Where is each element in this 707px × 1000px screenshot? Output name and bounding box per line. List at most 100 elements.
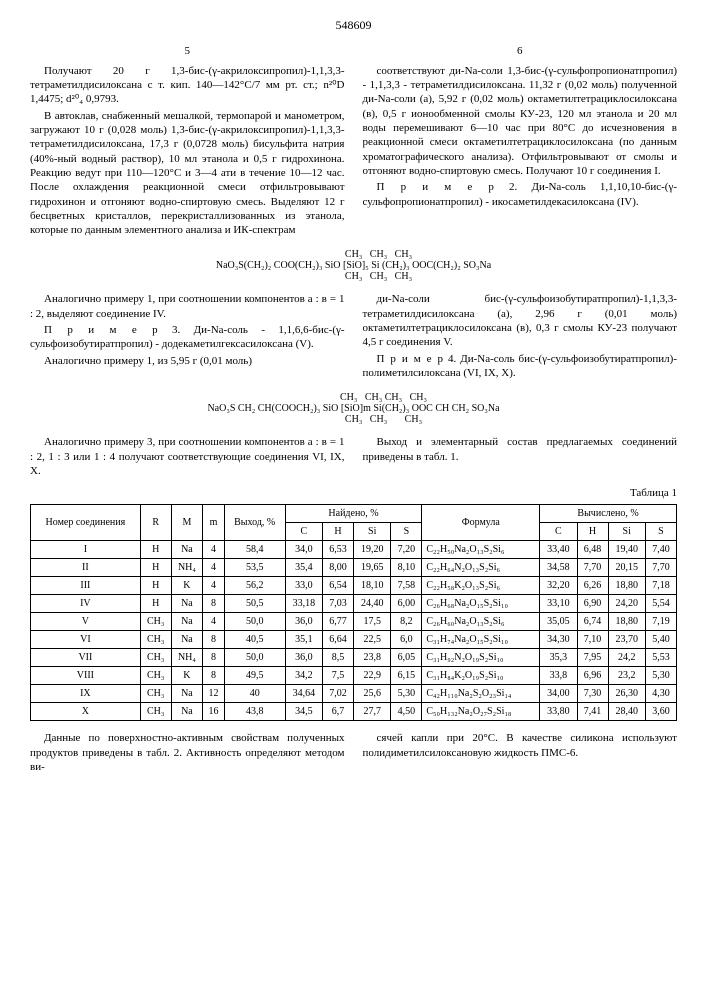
para-ml1: Аналогично примеру 1, при соотношении ко… (30, 292, 345, 321)
table-cell: 58,4 (224, 541, 285, 559)
table-row: VICH₃Na840,535,16,6422,56,0C₃₁H₇₄Na₂O₁₅S… (31, 631, 677, 649)
table-cell: 28,40 (608, 703, 645, 721)
table-cell: 5,30 (391, 685, 422, 703)
table-cell: 6,15 (391, 667, 422, 685)
table-cell: CH₃ (140, 613, 171, 631)
example4-label: П р и м е р (377, 353, 445, 365)
table-cell: 7,20 (391, 541, 422, 559)
table-cell: 6,53 (323, 541, 354, 559)
table-cell: H (140, 559, 171, 577)
table-cell: H (140, 577, 171, 595)
table-cell: 18,10 (354, 577, 391, 595)
para-bl: Данные по поверхностно-активным свойства… (30, 731, 345, 774)
th-si1: Si (354, 523, 391, 541)
table-cell: IX (31, 685, 141, 703)
table-cell: 7,5 (323, 667, 354, 685)
table-cell: CH₃ (140, 703, 171, 721)
bottom-columns: Данные по поверхностно-активным свойства… (30, 731, 677, 776)
table-row: IXCH₃Na124034,647,0225,65,30C₄₂H₁₁₀Na₂S₂… (31, 685, 677, 703)
table-cell: 36,0 (285, 613, 322, 631)
th-formula: Формула (422, 505, 540, 541)
table-cell: 7,95 (577, 649, 608, 667)
para-mr2: П р и м е р 4. Ди-Na-соль бис-(γ-сульфои… (363, 352, 678, 381)
table-cell: 7,30 (577, 685, 608, 703)
table-cell: 6,7 (323, 703, 354, 721)
table-cell: 4 (203, 577, 225, 595)
table-cell: 8,2 (391, 613, 422, 631)
para-br: сячей капли при 20°С. В качестве силикон… (363, 731, 678, 760)
bottom-right: сячей капли при 20°С. В качестве силикон… (363, 731, 678, 776)
mid-columns: Аналогично примеру 1, при соотношении ко… (30, 292, 677, 382)
example3-label: П р и м е р (44, 324, 159, 336)
table-cell: 25,6 (354, 685, 391, 703)
table-cell: 5,54 (645, 595, 676, 613)
table-cell: 35,4 (285, 559, 322, 577)
table-cell: 27,7 (354, 703, 391, 721)
table-cell: 5,40 (645, 631, 676, 649)
table-cell: 23,8 (354, 649, 391, 667)
th-num: Номер соединения (31, 505, 141, 541)
table-cell: 7,02 (323, 685, 354, 703)
para-ml3: Аналогично примеру 1, из 5,95 г (0,01 мо… (30, 354, 345, 368)
para-afl: Аналогично примеру 3, при соотношении ко… (30, 435, 345, 478)
data-table: Номер соединения R M m Выход, % Найдено,… (30, 504, 677, 721)
table-cell: Na (171, 595, 203, 613)
table-cell: 34,5 (285, 703, 322, 721)
table-cell: 4,30 (645, 685, 676, 703)
table-cell: 6,74 (577, 613, 608, 631)
para-afr: Выход и элементарный состав предлагаемых… (363, 435, 678, 464)
table-cell: 33,18 (285, 595, 322, 613)
table-cell: 50,0 (224, 613, 285, 631)
para-r2: П р и м е р Пример 2. Ди-Na-соль 1,1,10,… (363, 180, 678, 209)
table-cell: 24,20 (608, 595, 645, 613)
table-cell: 12 (203, 685, 225, 703)
table-cell: 6,96 (577, 667, 608, 685)
table-cell: 50,0 (224, 649, 285, 667)
table-row: VIICH₃NH₄850,036,08,523,86,05C₃₁H₉₂N₂O₁₉… (31, 649, 677, 667)
table-cell: 32,20 (540, 577, 577, 595)
table-row: VCH₃Na450,036,06,7717,58,2C₂₆H₆₀Na₂O₁₃S₂… (31, 613, 677, 631)
table-cell: 6,05 (391, 649, 422, 667)
para-l1: Получают 20 г 1,3-бис-(γ-акрилоксипропил… (30, 64, 345, 107)
th-s1: S (391, 523, 422, 541)
example-label: П р и м е р (377, 181, 495, 193)
table-cell: 6,48 (577, 541, 608, 559)
table-cell: II (31, 559, 141, 577)
table-cell: 33,80 (540, 703, 577, 721)
table-cell: 4,50 (391, 703, 422, 721)
col-num-left: 5 (30, 44, 345, 58)
table-cell: 8 (203, 649, 225, 667)
th-yield: Выход, % (224, 505, 285, 541)
table-cell: C₃₁H₈₄K₂O₁₉S₂Si₁₀ (422, 667, 540, 685)
patent-number: 548609 (30, 18, 677, 34)
table-cell: Na (171, 613, 203, 631)
table-cell: 33,0 (285, 577, 322, 595)
table-cell: 43,8 (224, 703, 285, 721)
para-ml2: П р и м е р 3. Ди-Na-соль - 1,1,6,6-бис-… (30, 323, 345, 352)
table-cell: 7,19 (645, 613, 676, 631)
table-cell: 5,30 (645, 667, 676, 685)
table-cell: IV (31, 595, 141, 613)
table-cell: 35,1 (285, 631, 322, 649)
table-cell: 35,05 (540, 613, 577, 631)
table-cell: CH₃ (140, 649, 171, 667)
table-cell: C₂₂H₅₈K₂O₁₃S₂Si₆ (422, 577, 540, 595)
mid-left-column: Аналогично примеру 1, при соотношении ко… (30, 292, 345, 382)
table-row: VIIICH₃K849,534,27,522,96,15C₃₁H₈₄K₂O₁₉S… (31, 667, 677, 685)
table-body: IHNa458,434,06,5319,207,20C₂₂H₅₀Na₂O₁₃S₂… (31, 541, 677, 721)
table-cell: K (171, 577, 203, 595)
table-cell: 6,00 (391, 595, 422, 613)
table-cell: I (31, 541, 141, 559)
para-l2: В автоклав, снабженный мешалкой, термопа… (30, 109, 345, 238)
table-cell: 34,30 (540, 631, 577, 649)
table-cell: Na (171, 631, 203, 649)
table-cell: 19,20 (354, 541, 391, 559)
table-cell: 3,60 (645, 703, 676, 721)
th-r: R (140, 505, 171, 541)
table-cell: NH₄ (171, 649, 203, 667)
table-cell: Na (171, 703, 203, 721)
table-cell: 6,90 (577, 595, 608, 613)
th-mm: m (203, 505, 225, 541)
table-cell: 34,2 (285, 667, 322, 685)
table-cell: 7,18 (645, 577, 676, 595)
